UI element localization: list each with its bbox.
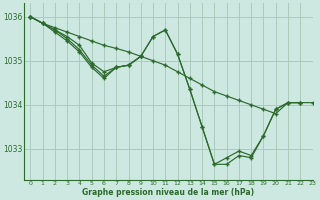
X-axis label: Graphe pression niveau de la mer (hPa): Graphe pression niveau de la mer (hPa) bbox=[82, 188, 254, 197]
